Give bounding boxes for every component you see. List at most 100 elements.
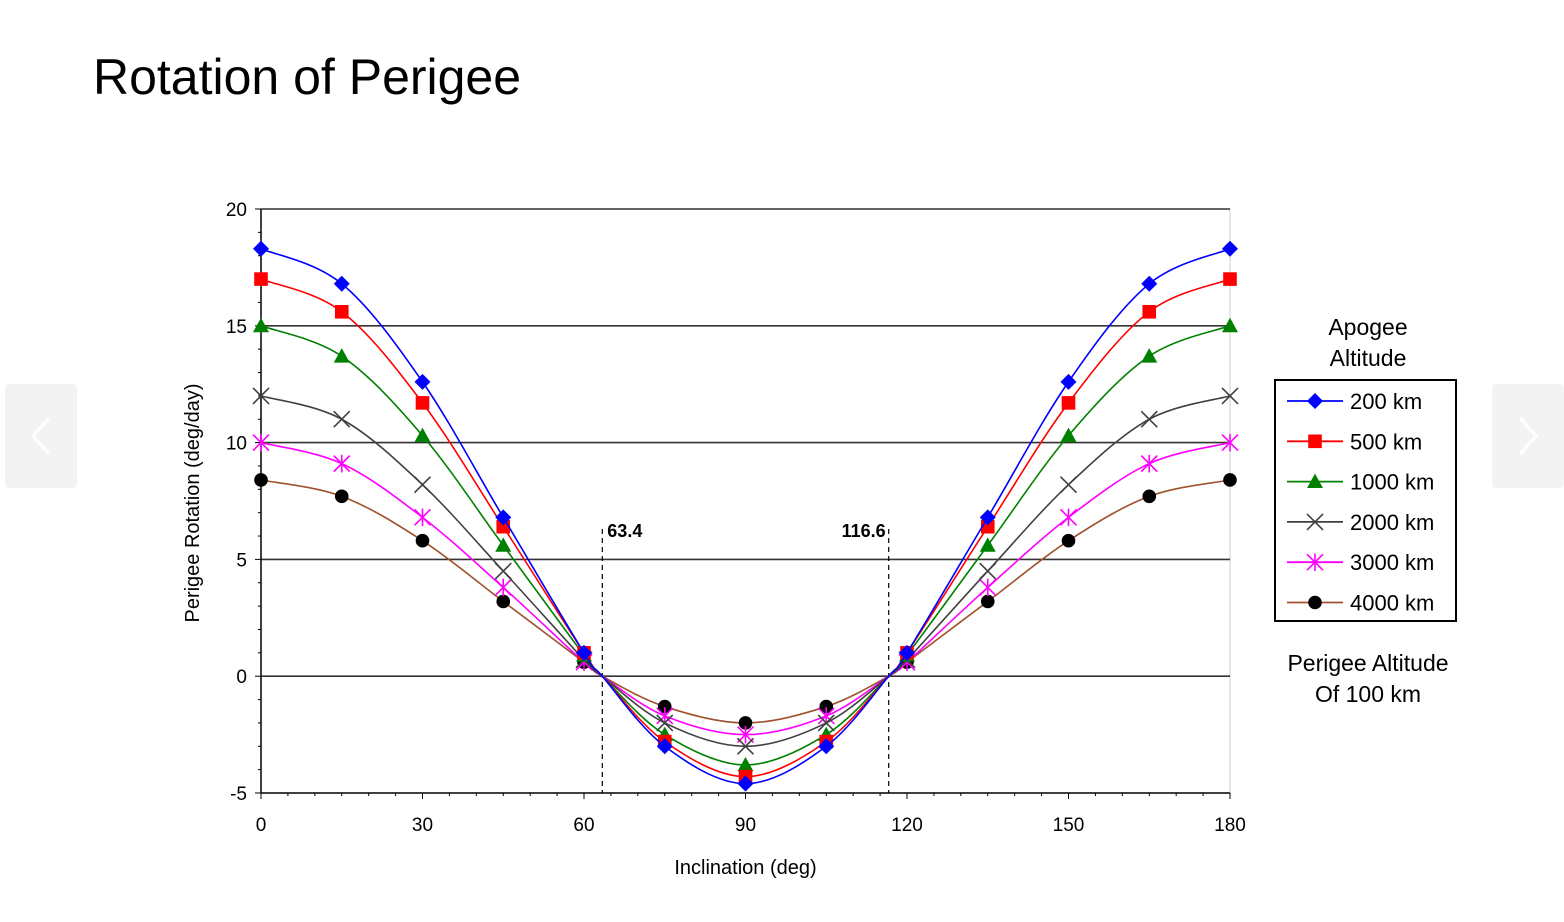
x-tick-label: 30 [412,815,433,836]
data-point [252,433,270,452]
series-layer [252,240,1239,792]
data-point [334,304,349,319]
y-axis-label: Perigee Rotation (deg/day) [182,383,204,622]
data-point [414,373,431,390]
data-point [656,707,674,725]
series-line [260,278,1231,778]
series-line [260,479,1231,724]
series-line [260,395,1231,748]
data-point [415,396,430,410]
y-tick-label: 5 [236,550,247,571]
data-point [415,533,430,548]
x-tick-label: 60 [573,815,594,836]
reference-line-label: 63.4 [607,521,642,541]
legend-item: 4000 km [1287,591,1434,616]
data-point [494,578,512,597]
data-point [979,537,996,552]
data-point [1142,489,1157,504]
data-point [1222,317,1238,333]
series-line [260,325,1231,766]
x-axis-label: Inclination (deg) [674,857,816,879]
legend-item: 3000 km [1287,550,1434,575]
legend-item: 1000 km [1287,470,1434,495]
legend-label: 2000 km [1350,510,1434,535]
chevron-left-icon [30,417,51,455]
x-tick-label: 120 [891,815,923,836]
data-point [1307,473,1323,488]
data-point [252,387,270,405]
data-point [1307,393,1323,409]
data-point [495,537,512,552]
series-200-km [253,240,1238,792]
data-point [333,410,351,428]
legend-label: 500 km [1350,429,1422,454]
data-point [899,644,915,661]
y-tick-label: -5 [230,784,247,805]
data-point [1221,433,1239,452]
legend: Apogee Altitude 200 km 500 km 1000 km 2000 km… [1274,314,1457,707]
data-point [333,275,350,292]
data-point [979,578,997,597]
y-tick-label: 15 [226,317,247,338]
data-point [334,489,349,504]
reference-line-label: 116.6 [842,521,886,541]
data-point [818,738,835,755]
data-point [496,594,511,609]
legend-item: 2000 km [1287,510,1434,535]
data-point [333,454,351,473]
legend-box [1274,379,1457,622]
data-point [576,644,592,661]
data-point [1306,513,1324,531]
legend-label: 200 km [1350,389,1422,414]
x-tick-label: 0 [256,815,267,836]
data-point [1308,595,1322,610]
data-point [1059,476,1078,494]
next-slide-button[interactable] [1492,384,1564,488]
chevron-right-icon [1518,417,1539,455]
data-point [656,738,673,755]
legend-title: Altitude [1330,345,1407,371]
data-point [254,272,268,286]
data-point [414,427,431,442]
data-point [979,562,997,580]
data-point [1223,272,1237,286]
legend-title: Apogee [1328,314,1407,340]
x-tick-label: 180 [1214,815,1246,836]
x-tick-label: 150 [1053,815,1085,836]
x-tick-label: 90 [735,815,756,836]
data-point [738,716,753,730]
legend-label: 1000 km [1350,470,1434,495]
data-point [657,699,672,714]
legend-label: 4000 km [1350,591,1434,616]
data-point [1308,434,1322,449]
data-point [1140,454,1158,473]
data-point [819,699,834,714]
legend-item: 200 km [1287,389,1422,414]
series-line [260,441,1231,736]
plot-frame [260,208,1231,794]
data-point [333,348,350,363]
y-tick-label: 10 [226,434,247,455]
data-point [253,240,269,257]
axis-layer: -5 0 5 10 15 20 0 30 60 90 120 150 180 Inclination (d… [182,200,1246,879]
grid-layer [260,208,1231,794]
data-point [254,473,268,487]
legend-item: 500 km [1287,429,1422,454]
data-point [1141,348,1158,363]
data-point [1223,473,1237,487]
data-point [817,707,835,725]
data-point [1140,410,1158,428]
previous-slide-button[interactable] [5,384,77,488]
data-point [817,714,835,732]
y-tick-label: 20 [226,200,247,221]
legend-label: 3000 km [1350,550,1434,575]
data-point [1221,387,1239,405]
data-point [737,775,754,792]
data-point [1060,373,1077,390]
series-3000-km [252,433,1239,744]
data-point [1141,275,1158,292]
data-point [1059,508,1078,527]
data-point [253,317,269,333]
data-point [736,737,755,755]
